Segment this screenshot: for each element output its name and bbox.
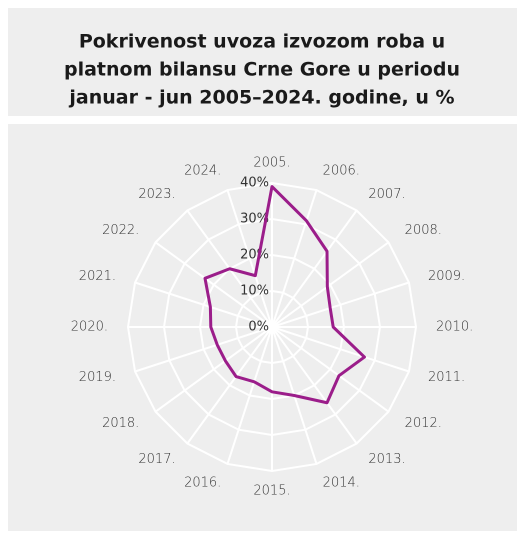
- title-panel: [8, 8, 517, 116]
- r-tick-label: 40%: [240, 176, 269, 191]
- category-label: 2022.: [102, 223, 139, 238]
- category-label: 2012.: [405, 416, 442, 431]
- category-label: 2016.: [184, 475, 221, 490]
- category-label: 2017.: [138, 452, 175, 467]
- category-label: 2007.: [368, 187, 405, 202]
- category-label: 2008.: [405, 223, 442, 238]
- spoke: [271, 326, 390, 413]
- category-label: 2021.: [79, 269, 116, 284]
- category-label: 2020.: [71, 320, 108, 335]
- category-label: 2005.: [253, 156, 290, 171]
- spoke: [154, 241, 273, 328]
- spoke: [271, 281, 410, 328]
- spoke: [154, 326, 273, 413]
- data-line: [203, 185, 366, 405]
- chart-title: Pokrivenost uvoza izvozom roba u: [79, 31, 445, 53]
- category-label: 2024.: [184, 164, 221, 179]
- category-label: 2011.: [428, 370, 465, 385]
- category-label: 2019.: [79, 370, 116, 385]
- category-label: 2009.: [428, 269, 465, 284]
- chart-title: platnom bilansu Crne Gore u periodu: [64, 59, 460, 81]
- spoke: [226, 189, 273, 328]
- r-tick-label: 10%: [240, 284, 269, 299]
- category-label: 2010.: [436, 320, 473, 335]
- category-label: 2013.: [368, 452, 405, 467]
- category-label: 2015.: [253, 484, 290, 499]
- spoke: [271, 326, 410, 373]
- spoke: [134, 281, 273, 328]
- spoke: [134, 326, 273, 373]
- spoke: [271, 209, 358, 328]
- r-tick-label: 0%: [248, 320, 269, 335]
- category-label: 2018.: [102, 416, 139, 431]
- category-label: 2006.: [323, 164, 360, 179]
- category-label: 2023.: [138, 187, 175, 202]
- spoke: [271, 189, 318, 328]
- r-tick-label: 20%: [240, 248, 269, 263]
- spoke: [271, 326, 358, 445]
- spoke: [271, 241, 390, 328]
- spoke: [186, 326, 273, 445]
- category-label: 2014.: [323, 475, 360, 490]
- chart-title: januar - jun 2005–2024. godine, u %: [68, 87, 454, 109]
- spoke: [226, 326, 273, 465]
- r-tick-label: 30%: [240, 212, 269, 227]
